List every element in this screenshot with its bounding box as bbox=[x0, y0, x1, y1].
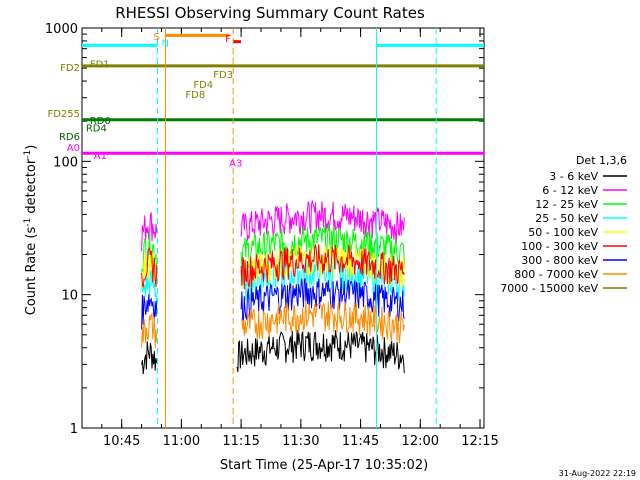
x-tick-label: 11:30 bbox=[282, 434, 319, 449]
x-tick-label: 11:15 bbox=[222, 434, 259, 449]
flag-label: FD3 bbox=[213, 70, 233, 81]
plot-area: 1 10 100 1000 10:45 11:00 11:15 11:30 11:45 12:00… bbox=[45, 22, 499, 449]
x-tick-label: 12:15 bbox=[461, 434, 498, 449]
y-tick-label: 100 bbox=[53, 155, 78, 170]
flag-label: N bbox=[161, 38, 168, 49]
y-tick-label: 1000 bbox=[45, 22, 78, 37]
y-tick-label: 1 bbox=[70, 422, 78, 437]
legend-label: 100 - 300 keV bbox=[521, 240, 598, 253]
y-tick-label: 10 bbox=[61, 289, 78, 304]
flag-label: S bbox=[154, 32, 160, 43]
plot-frame bbox=[81, 27, 485, 429]
legend-label: 3 - 6 keV bbox=[549, 170, 598, 183]
legend-label: 50 - 100 keV bbox=[528, 226, 598, 239]
series-trace bbox=[240, 200, 405, 245]
flag-label: A3 bbox=[229, 159, 242, 170]
legend-label: 25 - 50 keV bbox=[535, 212, 598, 225]
legend-label: 800 - 7000 keV bbox=[514, 268, 598, 281]
flag-label: RD0 bbox=[90, 116, 111, 127]
flag-label: FD1 bbox=[90, 60, 110, 71]
legend-label: 300 - 800 keV bbox=[521, 254, 598, 267]
y-axis-label: Count Rate (s-1 detector-1) bbox=[23, 145, 39, 316]
flag-label: A0 bbox=[67, 143, 80, 154]
flag-label: FD2 bbox=[60, 63, 80, 74]
legend-label: 12 - 25 keV bbox=[535, 198, 598, 211]
footer-date: 31-Aug-2022 22:19 bbox=[559, 469, 636, 478]
series-trace bbox=[240, 224, 405, 270]
series-trace bbox=[240, 300, 405, 344]
flag-label: FD255 bbox=[47, 109, 80, 120]
series-trace bbox=[141, 252, 157, 289]
x-axis-label: Start Time (25-Apr-17 10:35:02) bbox=[220, 458, 428, 473]
series-trace bbox=[141, 341, 158, 375]
flag-label: RD6 bbox=[59, 132, 80, 143]
x-tick-label: 10:45 bbox=[103, 434, 140, 449]
flag-label: A1 bbox=[94, 151, 107, 162]
legend-label: 7000 - 15000 keV bbox=[500, 282, 598, 295]
legend-label: 6 - 12 keV bbox=[542, 184, 598, 197]
flag-label: RD4 bbox=[86, 123, 107, 134]
flag-label: F bbox=[225, 34, 231, 45]
legend-title: Det 1,3,6 bbox=[576, 154, 627, 167]
flag-label: FD4 bbox=[193, 80, 213, 91]
series-trace bbox=[141, 312, 158, 348]
flag-label: FD8 bbox=[185, 90, 205, 101]
series-trace bbox=[240, 243, 405, 290]
chart-title: RHESSI Observing Summary Count Rates bbox=[115, 4, 425, 22]
x-tick-label: 11:00 bbox=[163, 434, 200, 449]
x-tick-label: 12:00 bbox=[402, 434, 439, 449]
series-trace bbox=[141, 269, 158, 305]
series-trace bbox=[240, 277, 405, 323]
series-trace bbox=[141, 247, 158, 288]
x-tick-label: 11:45 bbox=[342, 434, 379, 449]
